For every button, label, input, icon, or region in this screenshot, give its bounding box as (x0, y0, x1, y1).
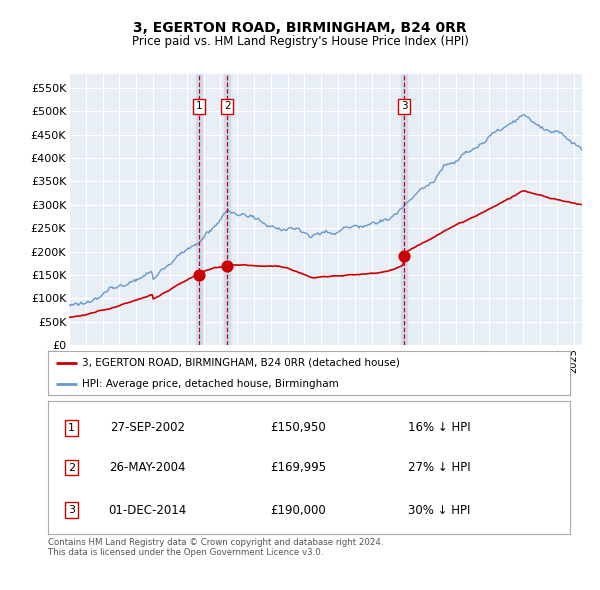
Text: 30% ↓ HPI: 30% ↓ HPI (409, 503, 470, 517)
Bar (224, 74, 230, 345)
Text: Price paid vs. HM Land Registry's House Price Index (HPI): Price paid vs. HM Land Registry's House … (131, 35, 469, 48)
Point (399, 251, 409, 261)
Point (223, 261, 232, 270)
Text: 26-MAY-2004: 26-MAY-2004 (109, 461, 185, 474)
Text: 2: 2 (68, 463, 75, 473)
Bar (196, 74, 202, 345)
Text: 27% ↓ HPI: 27% ↓ HPI (408, 461, 471, 474)
Text: 3: 3 (401, 101, 407, 112)
Text: 01-DEC-2014: 01-DEC-2014 (108, 503, 187, 517)
Text: 3, EGERTON ROAD, BIRMINGHAM, B24 0RR: 3, EGERTON ROAD, BIRMINGHAM, B24 0RR (133, 21, 467, 35)
Text: 16% ↓ HPI: 16% ↓ HPI (408, 421, 471, 434)
Text: £190,000: £190,000 (271, 503, 326, 517)
Text: £150,950: £150,950 (271, 421, 326, 434)
Text: 27-SEP-2002: 27-SEP-2002 (110, 421, 185, 434)
Text: £169,995: £169,995 (271, 461, 326, 474)
Text: HPI: Average price, detached house, Birmingham: HPI: Average price, detached house, Birm… (82, 379, 338, 389)
Text: 1: 1 (196, 101, 202, 112)
Text: 3, EGERTON ROAD, BIRMINGHAM, B24 0RR (detached house): 3, EGERTON ROAD, BIRMINGHAM, B24 0RR (de… (82, 358, 400, 368)
Text: 1: 1 (68, 423, 75, 432)
Text: 3: 3 (68, 505, 75, 515)
Text: Contains HM Land Registry data © Crown copyright and database right 2024.
This d: Contains HM Land Registry data © Crown c… (48, 538, 383, 558)
Text: 2: 2 (224, 101, 230, 112)
Point (194, 270, 204, 279)
Bar (401, 74, 407, 345)
